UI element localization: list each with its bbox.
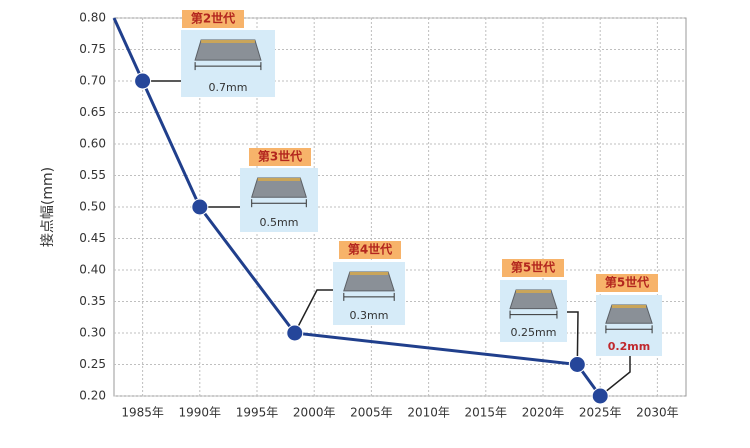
x-tick-label: 1985年 <box>121 406 164 420</box>
y-tick-label: 0.45 <box>79 231 106 245</box>
x-tick-label: 2005年 <box>350 406 393 420</box>
x-tick-label: 2015年 <box>465 406 508 420</box>
chip-contact <box>611 305 647 308</box>
generation-label: 第5世代 <box>511 260 555 275</box>
data-point <box>134 72 152 90</box>
generation-label: 第2世代 <box>191 11 235 26</box>
callout-connector <box>599 356 631 397</box>
y-tick-label: 0.65 <box>79 105 106 119</box>
y-tick-label: 0.40 <box>79 263 106 277</box>
x-tick-label: 2010年 <box>407 406 450 420</box>
y-tick-label: 0.20 <box>79 389 106 403</box>
generation-label: 第3世代 <box>258 149 302 164</box>
chip-contact <box>516 290 551 293</box>
y-tick-label: 0.50 <box>79 200 106 214</box>
generation-tag <box>249 148 311 166</box>
y-tick-label: 0.70 <box>79 74 106 88</box>
callout-width: 0.25mm <box>511 326 557 339</box>
x-tick-label: 2020年 <box>522 406 565 420</box>
data-point <box>191 198 209 216</box>
callout-width: 0.2mm <box>608 340 650 353</box>
y-tick-label: 0.25 <box>79 357 106 371</box>
chip-contact <box>349 272 389 275</box>
x-tick-label: 2030年 <box>636 406 679 420</box>
callout-width: 0.3mm <box>350 309 389 322</box>
x-tick-label: 2000年 <box>293 406 336 420</box>
series-lead <box>112 17 144 82</box>
y-tick-label: 0.60 <box>79 137 106 151</box>
generation-label: 第4世代 <box>348 242 392 257</box>
generation-tag <box>182 10 244 28</box>
y-tick-label: 0.30 <box>79 326 106 340</box>
chip-image <box>194 39 262 61</box>
chip-contact <box>257 178 301 181</box>
x-tick-label: 2025年 <box>579 406 622 420</box>
generation-tag <box>502 259 564 277</box>
data-point <box>591 387 609 405</box>
generation-tag <box>596 274 658 292</box>
y-tick-label: 0.55 <box>79 168 106 182</box>
data-point <box>568 356 586 373</box>
generation-label: 第5世代 <box>605 275 649 290</box>
generation-tag <box>339 241 401 259</box>
y-axis-label: 接点幅(mm) <box>39 167 56 247</box>
callout-connector <box>567 311 579 365</box>
callout-width: 0.7mm <box>209 81 248 94</box>
callout-connector <box>294 289 333 334</box>
x-tick-label: 1995年 <box>236 406 279 420</box>
chip-contact <box>201 40 255 43</box>
callout-width: 0.5mm <box>260 216 299 229</box>
data-point <box>286 324 304 342</box>
y-tick-label: 0.75 <box>79 42 106 56</box>
x-tick-label: 1990年 <box>179 406 222 420</box>
y-tick-label: 0.80 <box>79 11 106 25</box>
y-tick-label: 0.35 <box>79 294 106 308</box>
